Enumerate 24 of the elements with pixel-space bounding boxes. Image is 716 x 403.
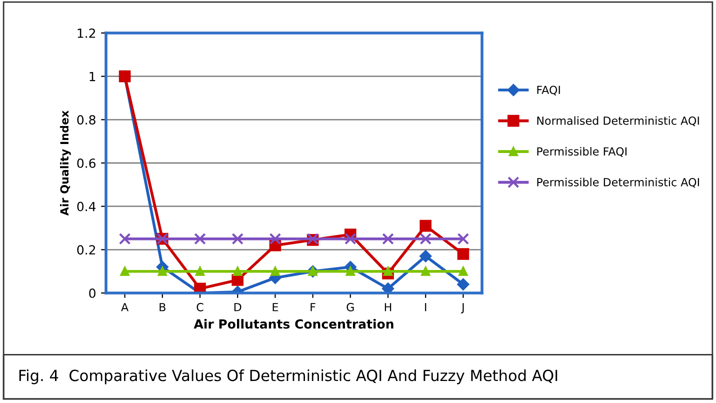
legend-label: FAQI <box>537 86 560 96</box>
x-tick-label: B <box>160 303 166 312</box>
y-tick-label: 1.2 <box>78 28 96 38</box>
y-tick-label: 0 <box>89 288 96 298</box>
legend-label: Permissible Deterministic AQI <box>537 178 699 188</box>
x-tick-label: F <box>310 303 316 312</box>
x-tick-label: J <box>460 303 464 314</box>
x-tick-label: E <box>272 303 278 312</box>
legend-label: Permissible FAQI <box>537 147 626 157</box>
y-tick-label: 0.8 <box>77 115 96 125</box>
y-tick-label: 0.6 <box>77 158 96 168</box>
y-tick-label: 0.4 <box>77 202 96 212</box>
x-tick-label: H <box>384 303 392 312</box>
x-axis-title: Air Pollutants Concentration <box>194 319 394 329</box>
x-tick-label: D <box>234 303 242 312</box>
x-tick-label: I <box>425 303 426 312</box>
x-tick-label: A <box>121 303 129 312</box>
legend-label: Normalised Deterministic AQI <box>537 116 699 126</box>
y-tick-label: 0.2 <box>77 245 96 255</box>
caption: Fig. 4 Comparative Values Of Deterministic AQI And Fuzzy Method AQI <box>19 369 558 384</box>
y-axis-title: Air Quality Index <box>60 110 71 216</box>
x-tick-label: C <box>196 302 204 312</box>
x-tick-label: G <box>346 302 354 312</box>
y-tick-label: 1 <box>90 72 96 82</box>
